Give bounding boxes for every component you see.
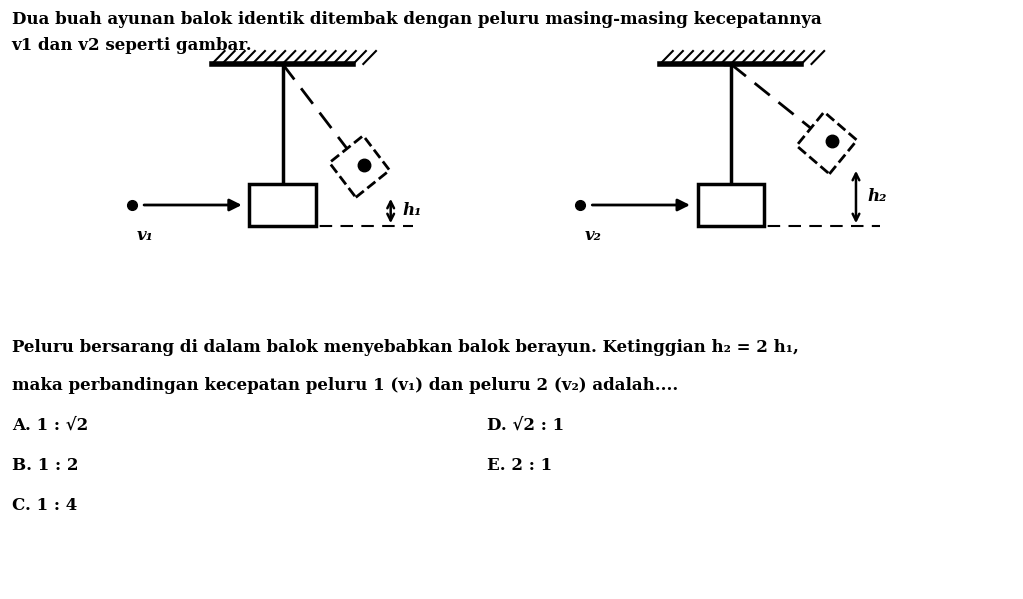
Text: D. √2 : 1: D. √2 : 1: [487, 417, 565, 434]
Bar: [698, 184, 764, 226]
Text: E. 2 : 1: E. 2 : 1: [487, 457, 552, 474]
Text: Peluru bersarang di dalam balok menyebabkan balok berayun. Ketinggian h₂ = 2 h₁,: Peluru bersarang di dalam balok menyebab…: [11, 339, 799, 356]
Polygon shape: [797, 112, 857, 174]
Text: h₁: h₁: [402, 202, 421, 219]
Text: v1 dan v2 seperti gambar.: v1 dan v2 seperti gambar.: [11, 37, 253, 54]
Text: Dua buah ayunan balok identik ditembak dengan peluru masing-masing kecepatannya: Dua buah ayunan balok identik ditembak d…: [11, 11, 821, 28]
Bar: [250, 184, 316, 226]
Text: C. 1 : 4: C. 1 : 4: [11, 497, 77, 514]
Text: A. 1 : √2: A. 1 : √2: [11, 417, 88, 434]
Text: v₂: v₂: [584, 227, 602, 244]
Text: h₂: h₂: [868, 189, 887, 205]
Text: maka perbandingan kecepatan peluru 1 (v₁) dan peluru 2 (v₂) adalah....: maka perbandingan kecepatan peluru 1 (v₁…: [11, 377, 678, 394]
Polygon shape: [329, 135, 390, 198]
Text: v₁: v₁: [136, 227, 153, 244]
Text: B. 1 : 2: B. 1 : 2: [11, 457, 78, 474]
